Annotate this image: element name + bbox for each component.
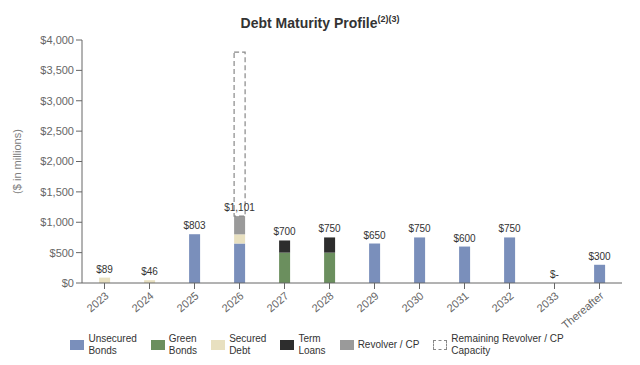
svg-text:2024: 2024 — [129, 289, 155, 314]
svg-text:$3,000: $3,000 — [40, 95, 74, 107]
svg-text:$1,000: $1,000 — [40, 216, 74, 228]
html-text:Revolver / CP: Revolver / CP — [357, 339, 420, 350]
svg-text:Thereafter: Thereafter — [559, 289, 606, 331]
svg-text:$300: $300 — [588, 251, 611, 262]
svg-text:$750: $750 — [408, 223, 431, 234]
svg-text:$803: $803 — [183, 220, 206, 231]
svg-text:2026: 2026 — [219, 289, 245, 314]
svg-text:$46: $46 — [141, 266, 158, 277]
html-text:Green Bonds: Green Bonds — [168, 333, 198, 356]
html-text:Remaining Revolver / CP Capaci: Remaining Revolver / CP Capacity — [451, 333, 564, 356]
svg-text:$750: $750 — [498, 223, 521, 234]
svg-text:$2,000: $2,000 — [40, 155, 74, 167]
svg-text:($ in millions): ($ in millions) — [11, 129, 23, 194]
svg-text:$0: $0 — [62, 277, 74, 289]
svg-text:$1,101: $1,101 — [224, 202, 255, 213]
svg-text:$650: $650 — [363, 230, 386, 241]
svg-text:$600: $600 — [453, 233, 476, 244]
svg-text:$3,500: $3,500 — [40, 64, 74, 76]
svg-text:2025: 2025 — [174, 289, 200, 314]
svg-text:$-: $- — [550, 269, 559, 280]
svg-text:$700: $700 — [273, 226, 296, 237]
svg-text:2031: 2031 — [444, 289, 470, 314]
svg-text:$89: $89 — [96, 264, 113, 275]
svg-text:$500: $500 — [50, 247, 74, 259]
html-text:Debt Maturity Profile(2)(3): Debt Maturity Profile(2)(3) — [240, 14, 400, 31]
svg-text:$750: $750 — [318, 223, 341, 234]
svg-text:2032: 2032 — [489, 289, 515, 314]
svg-text:2023: 2023 — [84, 289, 110, 314]
html-text:Unsecured Bonds: Unsecured Bonds — [88, 333, 137, 356]
html-text:Term Loans: Term Loans — [298, 333, 326, 356]
svg-text:$1,500: $1,500 — [40, 186, 74, 198]
svg-text:2029: 2029 — [354, 289, 380, 314]
svg-text:2027: 2027 — [264, 289, 290, 314]
svg-text:$4,000: $4,000 — [40, 34, 74, 46]
html-text:Secured Debt: Secured Debt — [229, 333, 267, 356]
svg-text:$2,500: $2,500 — [40, 125, 74, 137]
svg-text:2028: 2028 — [309, 289, 335, 314]
svg-text:2030: 2030 — [399, 289, 425, 314]
svg-text:2033: 2033 — [534, 289, 560, 314]
